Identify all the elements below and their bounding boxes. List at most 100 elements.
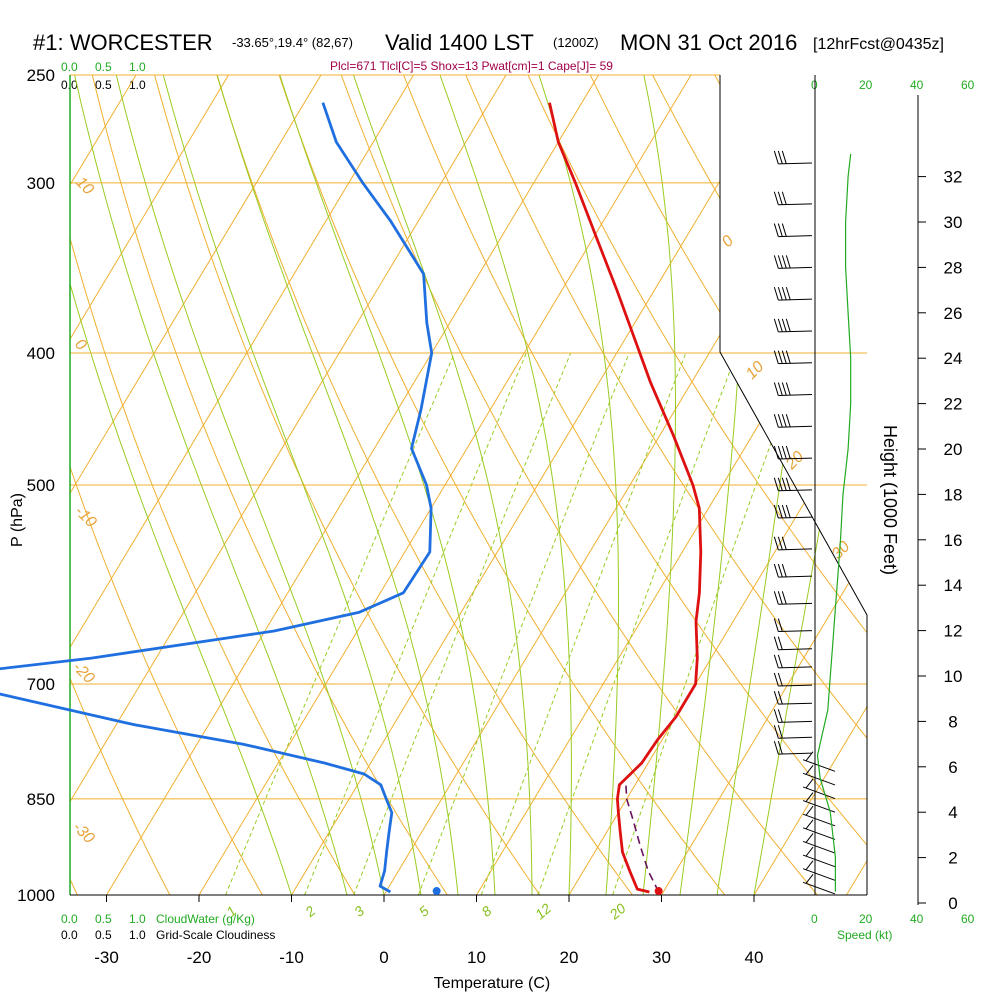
height-tick-label: 32 (944, 168, 963, 187)
wind-barb-flag (773, 191, 779, 205)
cloudwater-bottom-scale: 0.0 0.5 1.0 CloudWater (g/Kg) (61, 912, 255, 926)
wind-barb (802, 833, 836, 854)
wind-barb-staff (802, 772, 836, 786)
wind-barb-staff (778, 425, 813, 428)
height-tick-label: 2 (948, 849, 957, 868)
cloudiness-label: Grid-Scale Cloudiness (156, 928, 275, 942)
wind-barb-flag (785, 318, 791, 333)
wind-barb-flag (777, 591, 783, 605)
height-tick-label: 18 (944, 485, 963, 504)
station-title: #1: WORCESTER (33, 30, 213, 55)
surface-markers (432, 887, 663, 896)
wind-barb (802, 819, 836, 840)
dry-adiabat-line (527, 75, 867, 895)
moist-adiabat-line (353, 75, 533, 895)
wind-barb (773, 536, 813, 551)
stability-indices: Plcl=671 Tlcl[C]=5 Shox=13 Pwat[cm]=1 Ca… (330, 59, 613, 73)
wind-barb (773, 255, 813, 269)
temperature-tick-label: -30 (94, 948, 119, 967)
wind-barb-flag (773, 286, 779, 301)
isotherm-label: -30 (69, 819, 97, 847)
wind-barb-flag (777, 654, 783, 669)
height-tick-label: 26 (944, 304, 963, 323)
wind-barb-flag (805, 860, 814, 870)
wind-barb-flag (781, 191, 787, 205)
wind-barb-staff (778, 516, 813, 519)
temperature-ticks: -30 -20 -10 0 10 20 30 40 (94, 895, 763, 967)
wind-barb-staff (778, 362, 813, 365)
wind-barb (773, 191, 813, 206)
moist-adiabat-line (115, 75, 385, 895)
wind-barb-staff (802, 854, 836, 868)
isotherm-label: 10 (743, 358, 768, 383)
dry-adiabat-line (340, 75, 818, 895)
wind-barb-staff (802, 813, 836, 827)
wind-barb-flag (777, 636, 783, 650)
height-tick-label: 20 (944, 440, 963, 459)
wind-barb-flag (781, 223, 787, 237)
height-tick-label: 22 (944, 395, 963, 414)
wind-barb-flag (777, 445, 783, 460)
wind-barb-flag (773, 725, 779, 739)
height-tick-label: 6 (948, 758, 957, 777)
wind-barb (802, 860, 836, 881)
cloudiness-top-2: 1.0 (129, 78, 146, 92)
wind-barb (773, 563, 813, 578)
wind-barb-staff (778, 548, 813, 551)
isotherm-line (70, 75, 229, 895)
wind-barb-flag (773, 318, 779, 333)
wind-barb-flag (781, 477, 787, 491)
wind-barb (773, 350, 813, 365)
wind-barb-flag (785, 477, 791, 491)
mixing-ratio-line (480, 352, 687, 895)
pressure-tick-label: 850 (27, 790, 55, 809)
wind-barb-flag (773, 445, 779, 460)
wind-barb-flag (785, 382, 791, 396)
dry-adiabat-line (70, 75, 263, 895)
wind-barb-staff (802, 786, 836, 800)
dry-adiabat-line (278, 75, 726, 895)
wind-barb-flag (773, 504, 779, 519)
temperature-line (548, 102, 703, 894)
mixing-ratio-line (353, 352, 572, 895)
cloudwater-bottom-2: 1.0 (129, 912, 146, 926)
wind-barb-flag (781, 591, 787, 605)
wind-barb-staff (778, 736, 813, 739)
speed-top-40: 40 (910, 78, 924, 92)
parcel-trace (625, 784, 660, 893)
moist-adiabat-line (74, 75, 348, 895)
mixing-ratio-line (417, 352, 630, 895)
wind-barb-staff (778, 457, 813, 460)
wind-barb-flag (805, 805, 814, 816)
cloudiness-bottom-0: 0.0 (61, 928, 78, 942)
wind-barb-flag (781, 150, 787, 165)
isotherm-line (753, 75, 867, 895)
isotherm-label: 0 (719, 232, 737, 250)
wind-barb-flag (773, 618, 779, 632)
height-tick-label: 24 (944, 349, 963, 368)
wind-barb-staff (802, 827, 836, 840)
height-axis-label: Height (1000 Feet) (880, 425, 900, 575)
wind-barb-staff (778, 648, 813, 651)
surface-temperature-dot (654, 887, 663, 896)
dewpoint-line (0, 102, 434, 894)
cloudiness-top-1: 0.5 (95, 78, 112, 92)
wind-barb-flag (777, 672, 783, 687)
wind-barb-flag (773, 255, 779, 269)
isotherm-line (661, 75, 867, 895)
wind-barb-staff (778, 684, 813, 687)
height-tick-label: 14 (944, 576, 963, 595)
wind-barb-flag (805, 778, 814, 789)
wind-barb-flag (777, 150, 783, 165)
wind-speed-line (816, 153, 852, 892)
wind-barb-staff (778, 235, 813, 238)
pressure-ticks: 250 300 400 500 700 850 1000 (17, 66, 55, 905)
temperature-tick-label: -10 (279, 948, 304, 967)
height-tick-label: 10 (944, 667, 963, 686)
valid-time: Valid 1400 LST (385, 30, 534, 55)
mixing-ratio-label: 2 (301, 902, 318, 920)
moist-adiabat-line (439, 75, 572, 895)
height-tick-label: 8 (948, 712, 957, 731)
wind-barb-flag (777, 618, 783, 632)
